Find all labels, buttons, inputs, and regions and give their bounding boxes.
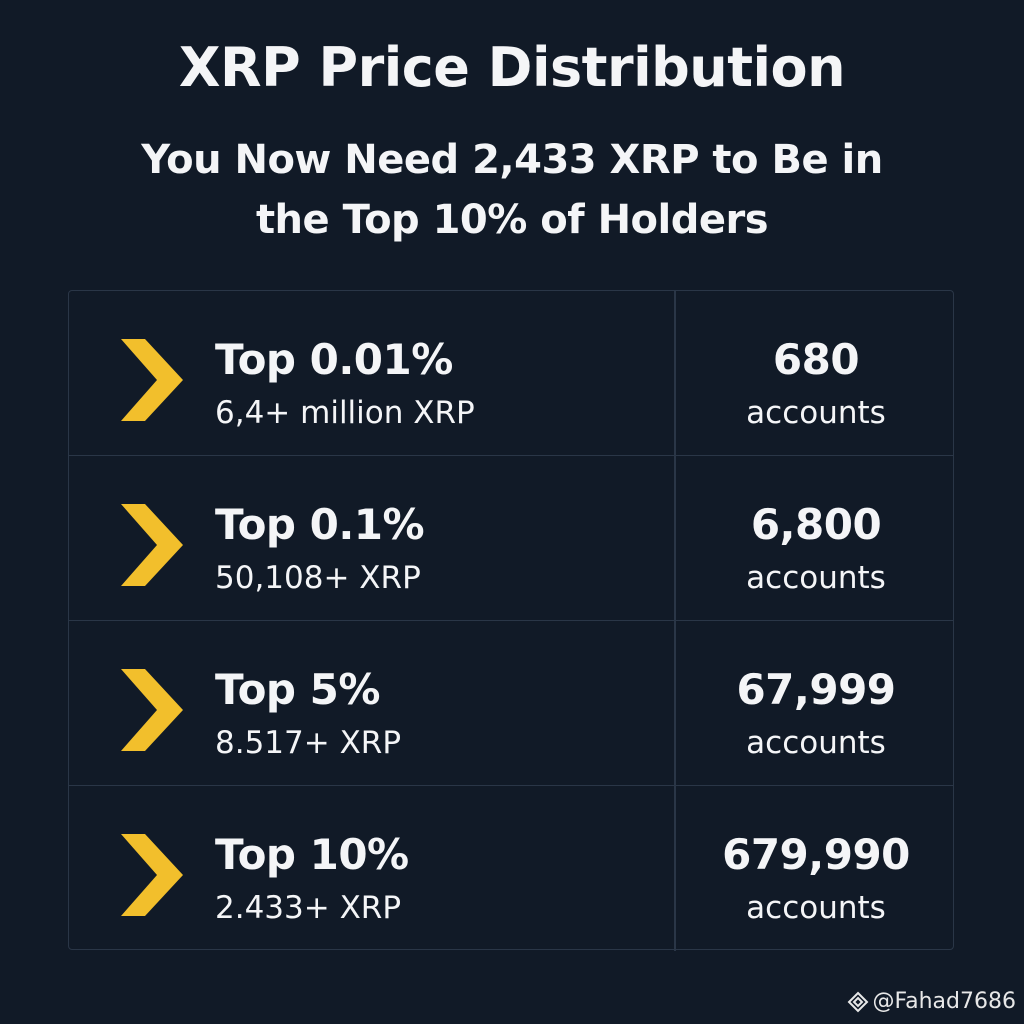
tier-label: Top 5% <box>215 665 380 714</box>
subtitle: You Now Need 2,433 XRP to Be in the Top … <box>141 137 883 243</box>
table-row: Top 0.01% 6,4+ million XRP 680 accounts <box>69 291 953 456</box>
count-unit: accounts <box>746 890 886 926</box>
column-divider <box>674 786 676 951</box>
watermark-icon <box>847 991 868 1012</box>
tier-label: Top 10% <box>215 830 409 879</box>
distribution-table: Top 0.01% 6,4+ million XRP 680 accounts Top … <box>68 290 954 951</box>
column-divider <box>674 291 676 455</box>
count-unit: accounts <box>746 560 886 596</box>
chevron-shape <box>121 504 183 586</box>
tier-label: Top 0.1% <box>215 500 425 549</box>
watermark: @Fahad7686 <box>847 989 1017 1014</box>
chevron-shape <box>121 669 183 751</box>
count-unit: accounts <box>746 395 886 431</box>
table-row: Top 10% 2.433+ XRP 679,990 accounts <box>69 786 953 951</box>
chevron-icon <box>119 669 185 755</box>
threshold-label: 8.517+ XRP <box>215 725 402 761</box>
chevron-shape <box>121 834 183 916</box>
watermark-text: @Fahad7686 <box>872 989 1017 1014</box>
column-divider <box>674 621 676 785</box>
table-row: Top 5% 8.517+ XRP 67,999 accounts <box>69 621 953 786</box>
count-unit: accounts <box>746 725 886 761</box>
title: XRP Price Distribution <box>178 36 846 99</box>
chevron-icon <box>119 339 185 425</box>
account-count: 67,999 <box>736 665 896 714</box>
tier-label: Top 0.01% <box>215 335 453 384</box>
table-row: Top 0.1% 50,108+ XRP 6,800 accounts <box>69 456 953 621</box>
chevron-icon <box>119 834 185 920</box>
threshold-label: 6,4+ million XRP <box>215 395 475 431</box>
chevron-shape <box>121 339 183 421</box>
threshold-label: 50,108+ XRP <box>215 560 421 596</box>
column-divider <box>674 456 676 620</box>
account-count: 680 <box>772 335 860 384</box>
threshold-label: 2.433+ XRP <box>215 890 402 926</box>
chevron-icon <box>119 504 185 590</box>
account-count: 679,990 <box>722 830 910 879</box>
account-count: 6,800 <box>750 500 882 549</box>
